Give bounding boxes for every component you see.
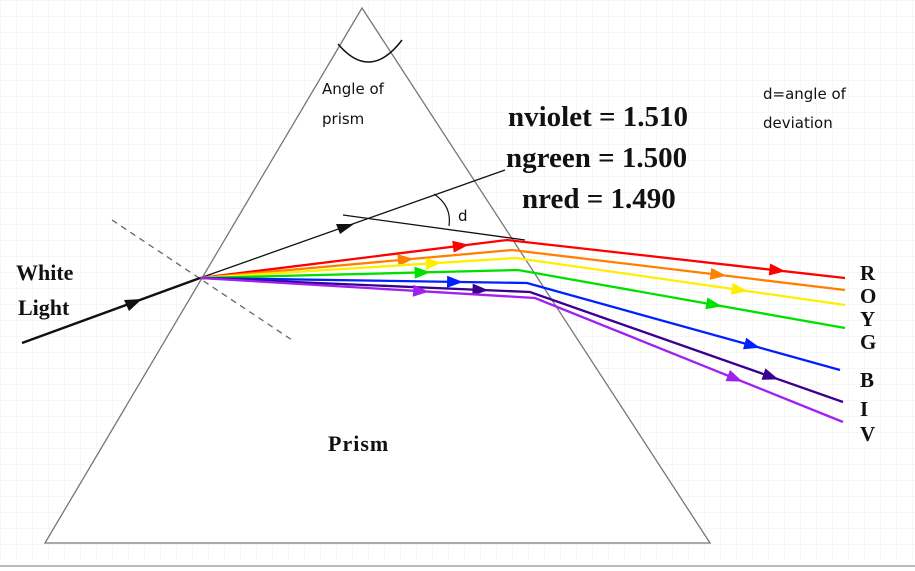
deviation-note-1: d=angle of xyxy=(763,85,847,103)
angle-of-prism-label-1: Angle of xyxy=(322,80,385,98)
deviation-note-2: deviation xyxy=(763,114,833,132)
normal-line xyxy=(111,219,293,341)
white-light-label-2: Light xyxy=(18,295,70,320)
ray-arrow-icon xyxy=(446,275,464,288)
ray-arrow-icon xyxy=(743,337,761,350)
white-light-label-1: White xyxy=(16,260,74,285)
spectrum-letter: Y xyxy=(860,307,875,331)
n-violet-text: nviolet = 1.510 xyxy=(508,101,688,133)
ray-arrow-icon xyxy=(705,297,723,310)
spectrum-letter: V xyxy=(860,422,875,446)
ray-arrow-icon xyxy=(412,284,430,297)
ray-arrow-icon xyxy=(452,240,469,253)
ray-arrow-icon xyxy=(425,257,442,270)
spectrum-letter: B xyxy=(860,368,874,392)
ray-arrow-icon xyxy=(709,267,727,280)
prism-angle-arc xyxy=(337,39,403,63)
ray-arrow-icon xyxy=(725,370,743,382)
angle-of-prism-label-2: prism xyxy=(322,110,364,128)
ray-arrow-icon xyxy=(768,263,786,276)
ray-G xyxy=(199,268,846,330)
deviation-angle-arc xyxy=(433,193,451,227)
ray-I xyxy=(199,276,844,404)
spectrum-letter: G xyxy=(860,330,876,354)
incident-arrow-icon xyxy=(124,299,142,311)
ray-B xyxy=(199,276,841,372)
ray-arrow-icon xyxy=(472,283,489,296)
prism-triangle xyxy=(43,6,712,544)
prism-label: Prism xyxy=(328,431,389,456)
ray-R xyxy=(199,238,846,280)
incident-white-light-ray xyxy=(21,276,201,345)
deviation-d-label: d xyxy=(458,207,468,225)
emergent-reference-line xyxy=(342,214,526,241)
n-green-text: ngreen = 1.500 xyxy=(506,142,687,174)
ray-arrow-icon xyxy=(730,282,748,295)
spectrum-letter: R xyxy=(860,261,876,285)
spectrum-letter: I xyxy=(860,397,868,421)
ray-arrow-icon xyxy=(414,266,431,279)
n-red-text: nred = 1.490 xyxy=(522,183,676,215)
dispersed-rays xyxy=(199,238,846,424)
ray-arrow-icon xyxy=(761,368,779,380)
spectrum-letter: O xyxy=(860,284,876,308)
ray-arrow-icon xyxy=(397,254,414,267)
extension-arrow-icon xyxy=(336,224,354,234)
ray-O xyxy=(199,248,846,292)
